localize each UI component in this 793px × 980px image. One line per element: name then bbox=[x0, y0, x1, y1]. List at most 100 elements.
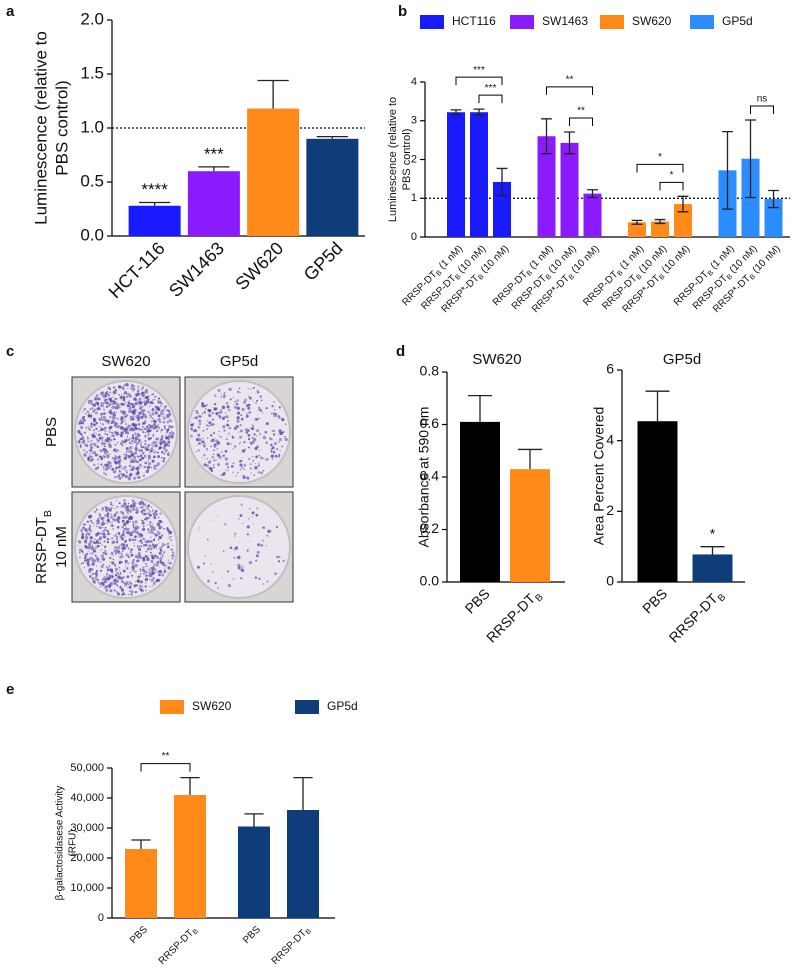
colony bbox=[135, 580, 137, 583]
colony bbox=[135, 435, 139, 439]
colony bbox=[169, 432, 172, 434]
x-tick-label: RRSP-DTB bbox=[156, 924, 200, 968]
colony bbox=[105, 575, 107, 577]
colony bbox=[132, 415, 135, 418]
colony bbox=[105, 419, 109, 423]
colony bbox=[153, 426, 157, 430]
colony bbox=[266, 534, 269, 537]
colony bbox=[240, 568, 245, 572]
colony bbox=[115, 469, 117, 471]
colony bbox=[276, 415, 278, 417]
colony bbox=[165, 434, 167, 436]
colony bbox=[151, 523, 154, 525]
colony bbox=[100, 463, 103, 466]
colony bbox=[147, 547, 150, 550]
colony bbox=[136, 476, 138, 479]
colony bbox=[198, 419, 202, 423]
colony bbox=[260, 543, 264, 547]
bar bbox=[510, 469, 550, 582]
colony bbox=[151, 544, 155, 548]
colony bbox=[79, 551, 81, 554]
colony bbox=[114, 397, 117, 400]
colony bbox=[101, 557, 104, 560]
colony bbox=[103, 540, 106, 543]
colony bbox=[110, 431, 114, 434]
colony bbox=[101, 508, 104, 511]
significance-bracket bbox=[546, 86, 593, 95]
column-label: GP5d bbox=[220, 353, 258, 370]
colony bbox=[198, 422, 202, 426]
x-tick-label: PBS bbox=[241, 924, 263, 946]
colony bbox=[113, 405, 117, 409]
colony bbox=[223, 429, 226, 432]
x-tick-label: HCT-116 bbox=[105, 238, 169, 302]
colony bbox=[236, 419, 240, 423]
colony bbox=[89, 443, 92, 447]
significance-bracket bbox=[455, 76, 503, 86]
colony bbox=[164, 568, 166, 570]
colony bbox=[150, 466, 153, 469]
colony bbox=[139, 539, 143, 543]
colony bbox=[121, 519, 125, 523]
colony bbox=[210, 445, 213, 448]
colony bbox=[154, 409, 157, 411]
error-bar bbox=[645, 390, 670, 422]
colony bbox=[206, 428, 209, 430]
colony bbox=[119, 464, 122, 468]
colony bbox=[164, 449, 168, 453]
colony bbox=[115, 541, 119, 544]
colony bbox=[254, 446, 258, 451]
colony bbox=[239, 441, 242, 444]
colony bbox=[100, 436, 104, 440]
colony bbox=[265, 441, 268, 444]
colony bbox=[278, 555, 281, 559]
colony bbox=[278, 429, 282, 433]
colony bbox=[212, 431, 216, 435]
colony bbox=[203, 562, 206, 565]
colony bbox=[220, 393, 222, 395]
colony bbox=[127, 502, 130, 505]
colony bbox=[131, 553, 134, 557]
colony bbox=[140, 505, 144, 509]
colony bbox=[144, 439, 147, 443]
colony bbox=[127, 527, 130, 531]
colony bbox=[160, 526, 163, 529]
colony bbox=[140, 580, 143, 584]
colony bbox=[256, 550, 260, 554]
colony bbox=[94, 546, 97, 549]
colony bbox=[201, 404, 205, 408]
colony bbox=[272, 433, 276, 436]
colony bbox=[126, 586, 128, 588]
colony bbox=[266, 580, 269, 583]
colony bbox=[144, 508, 147, 511]
colony bbox=[121, 445, 123, 447]
colony bbox=[132, 569, 135, 572]
colony bbox=[226, 405, 230, 409]
colony bbox=[120, 386, 122, 388]
colony bbox=[232, 448, 234, 450]
colony bbox=[132, 404, 136, 407]
bar bbox=[637, 421, 678, 582]
colony bbox=[140, 457, 143, 459]
colony bbox=[87, 545, 92, 550]
colony bbox=[89, 556, 93, 561]
colony bbox=[121, 525, 125, 529]
colony bbox=[248, 561, 252, 565]
colony bbox=[116, 398, 118, 400]
colony bbox=[110, 402, 114, 406]
colony bbox=[97, 439, 100, 443]
colony bbox=[115, 536, 119, 539]
colony bbox=[123, 528, 126, 531]
colony bbox=[132, 523, 135, 526]
colony bbox=[152, 582, 156, 586]
error-bar bbox=[139, 201, 171, 206]
colony bbox=[103, 472, 106, 475]
colony bbox=[127, 401, 131, 405]
y-axis-label: Luminescence (relative to bbox=[387, 97, 399, 222]
colony bbox=[146, 555, 149, 558]
colony bbox=[142, 544, 146, 547]
colony bbox=[270, 412, 273, 415]
bar bbox=[651, 221, 669, 237]
colony bbox=[104, 430, 107, 433]
colony bbox=[155, 563, 159, 567]
